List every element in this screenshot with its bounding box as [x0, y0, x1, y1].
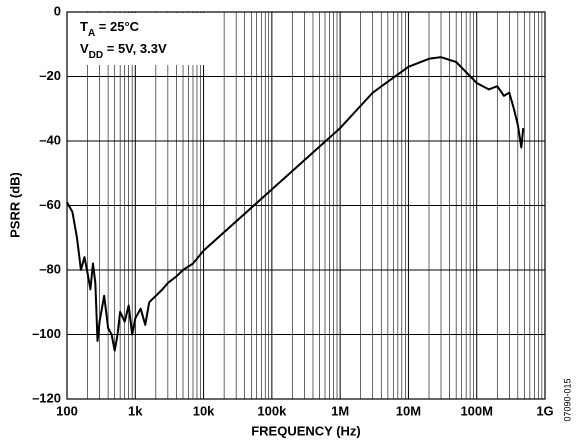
y-tick-label: –20 — [39, 68, 61, 83]
x-tick-label: 1M — [331, 403, 349, 418]
annotation-part: = 5V, 3.3V — [103, 41, 167, 56]
x-tick-label: 1G — [536, 403, 553, 418]
x-tick-label: 10M — [396, 403, 421, 418]
annotation: TA = 25°C — [80, 19, 140, 39]
annotation-box — [68, 13, 206, 65]
x-axis-label: FREQUENCY (Hz) — [251, 423, 361, 438]
y-tick-label: –120 — [32, 390, 61, 405]
annotation-part: T — [80, 19, 88, 34]
marks — [66, 56, 525, 352]
y-tick-label: –80 — [39, 261, 61, 276]
x-tick-label: 100 — [56, 403, 78, 418]
x-tick-label: 100M — [460, 403, 493, 418]
y-tick-label: –60 — [39, 197, 61, 212]
annotation-part: V — [80, 41, 89, 56]
annotation-part: = 25°C — [95, 19, 139, 34]
annotation-subscript: A — [88, 28, 95, 39]
x-tick-label: 1k — [128, 403, 143, 418]
annotation-subscript: DD — [89, 50, 103, 61]
data-line — [66, 56, 525, 352]
y-tick-label: –40 — [39, 132, 61, 147]
x-tick-label: 100k — [257, 403, 287, 418]
y-tick-label: –100 — [32, 326, 61, 341]
side-note: 07090-015 — [562, 378, 572, 421]
x-tick-label: 10k — [193, 403, 215, 418]
y-axis-label: PSRR (dB) — [7, 172, 22, 238]
y-tick-label: 0 — [54, 3, 61, 18]
plot-frame — [66, 11, 546, 400]
annotation: VDD = 5V, 3.3V — [80, 41, 167, 61]
